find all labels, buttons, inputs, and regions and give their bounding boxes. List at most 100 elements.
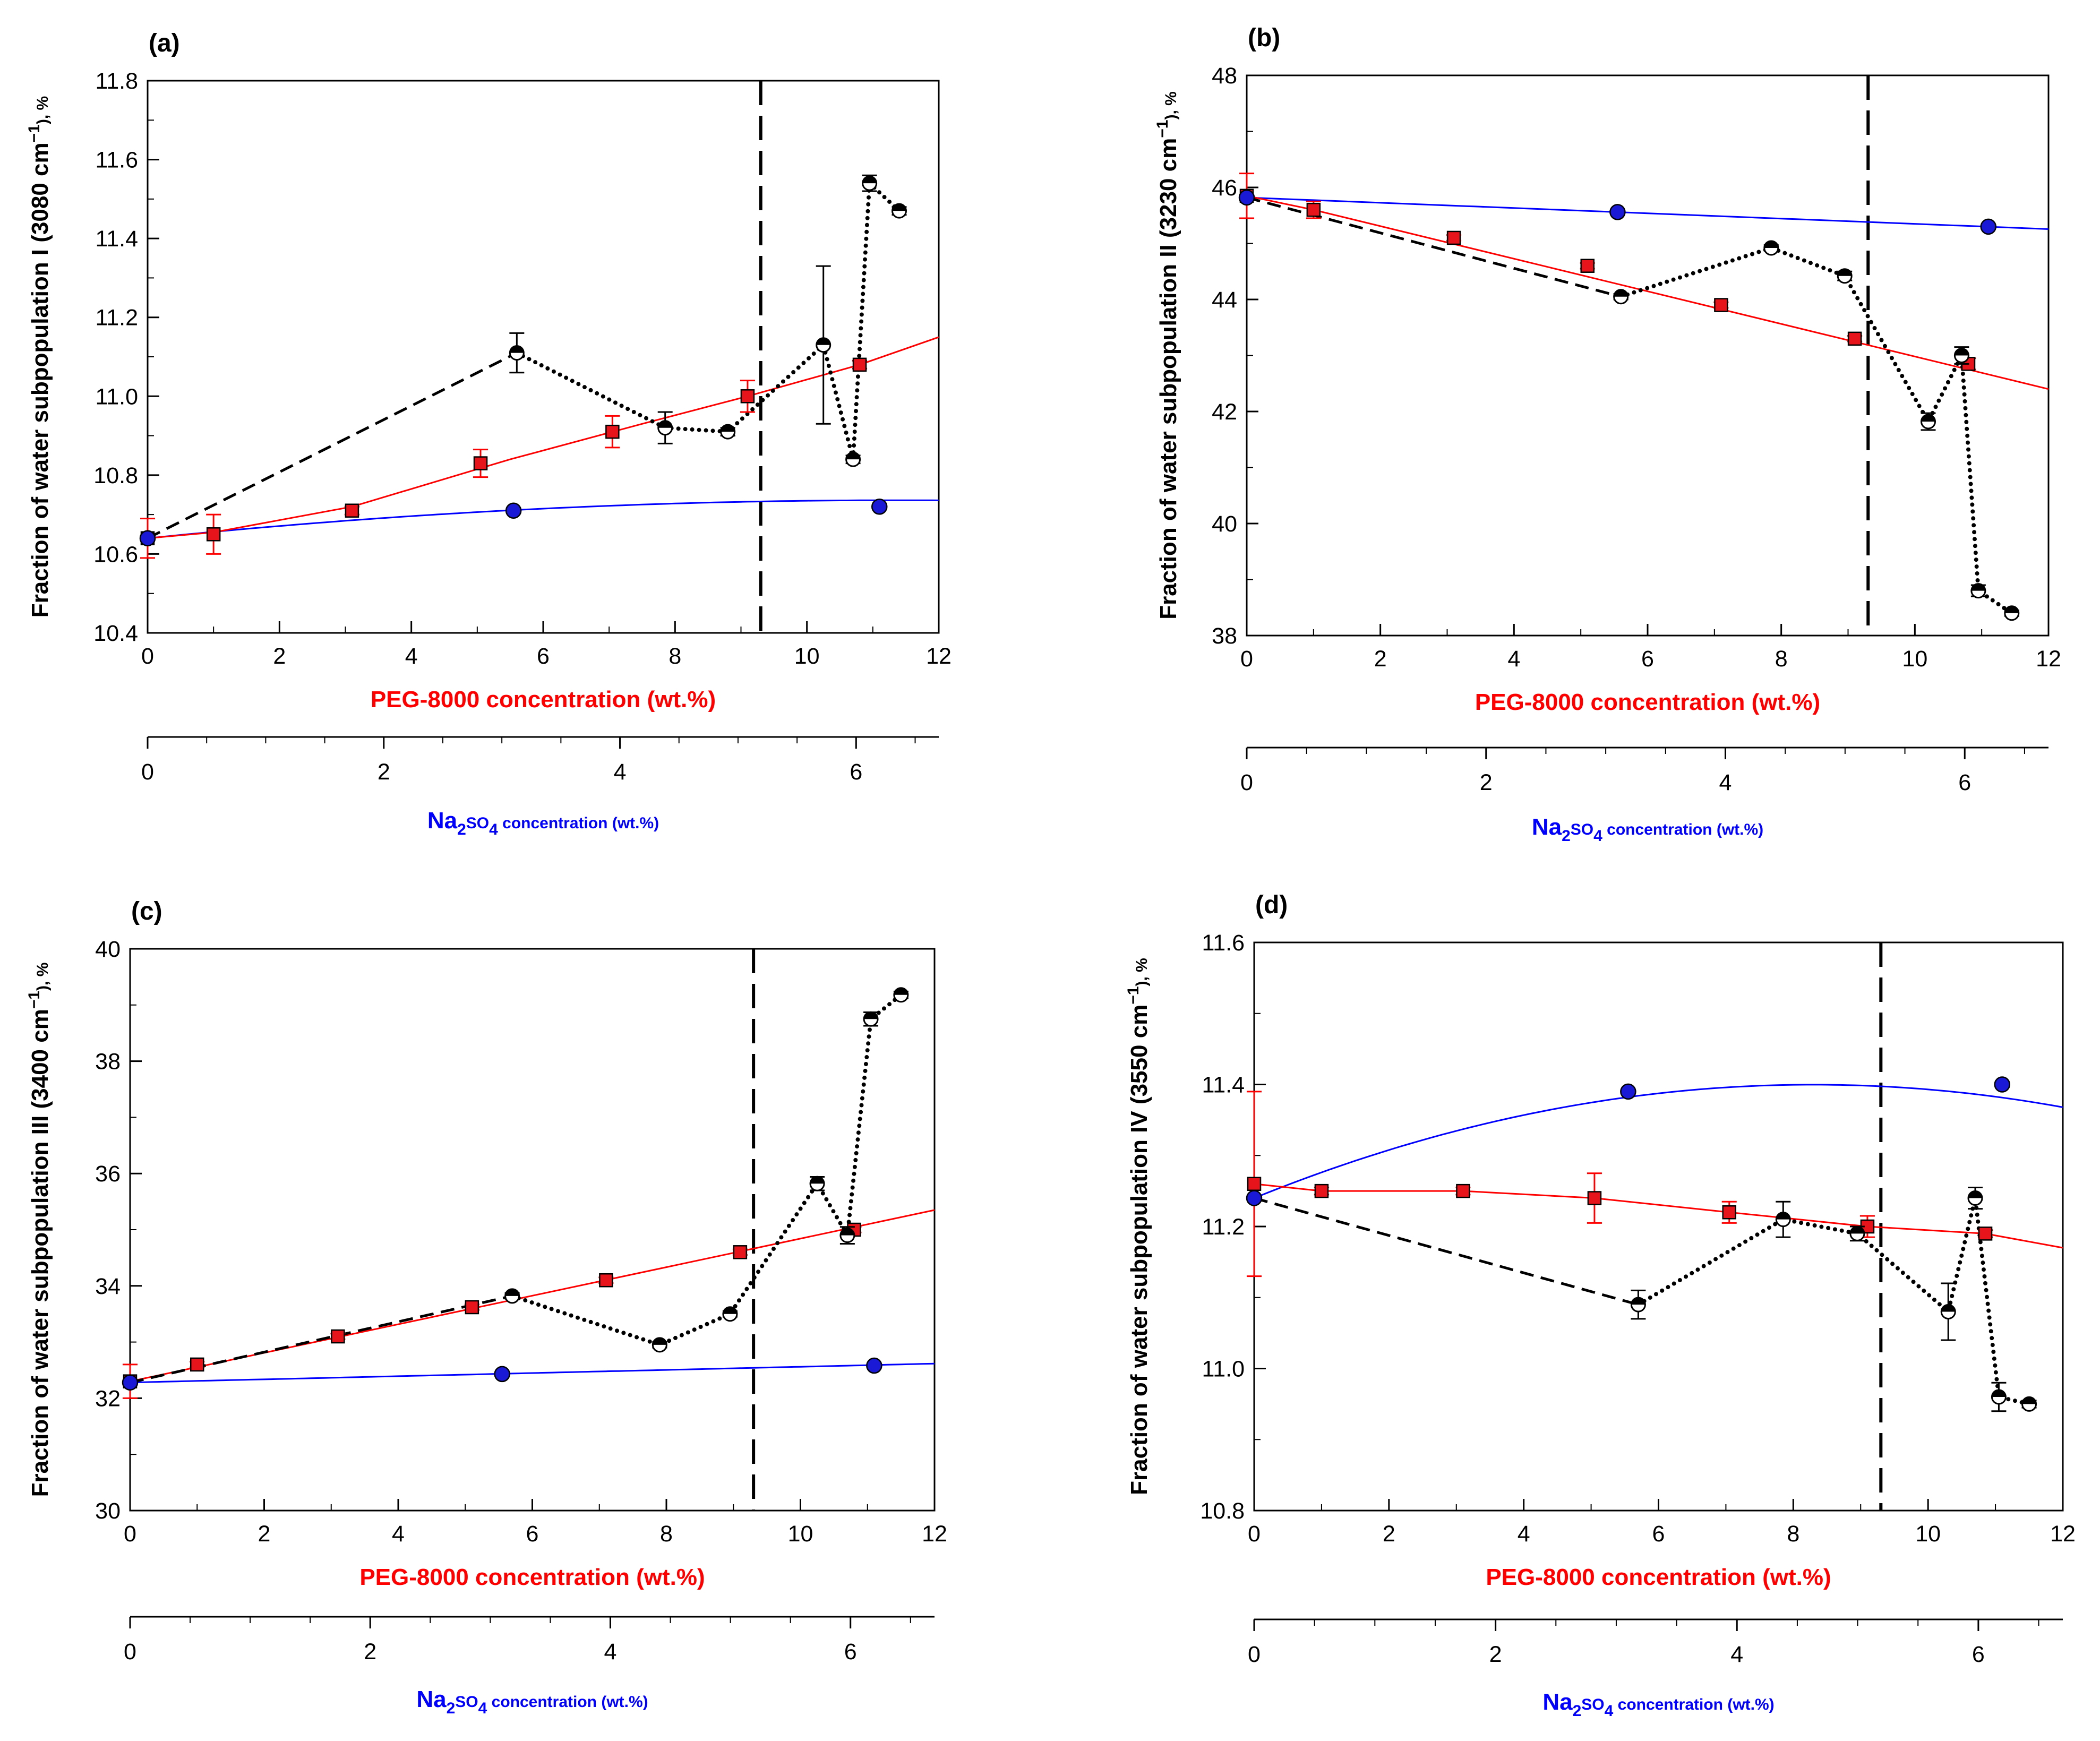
mixture-point (1849, 1225, 1865, 1241)
y-tick-label: 10.8 (93, 463, 138, 488)
mixture-point-fill (1992, 1390, 2006, 1397)
x2-axis-title-na2so4: Na2SO4 concentration (wt.%) (416, 1686, 648, 1717)
mixture-point-fill (816, 338, 830, 345)
y-axis-title-group: Fraction of water subpopulation I (3080 … (25, 96, 53, 618)
x-tick-label: 0 (141, 644, 154, 669)
mixture-dotted-line (510, 992, 903, 1348)
peg-point (1714, 298, 1728, 312)
x-tick-label: 2 (273, 644, 286, 669)
y-axis-title: Fraction of water subpopulation IV (3550… (1125, 958, 1152, 1495)
x2-tick-label: 4 (604, 1639, 617, 1665)
mixture-dotted-line (1618, 245, 2014, 615)
mixture-point (1630, 1297, 1646, 1313)
y-tick-label: 11.6 (96, 148, 139, 173)
mixture-point (652, 1337, 667, 1353)
mixture-point-fill (892, 204, 906, 211)
x2-tick-label: 0 (1248, 1642, 1261, 1667)
mixture-point (1940, 1304, 1956, 1319)
y-tick-label: 30 (95, 1498, 121, 1524)
mixture-point-fill (510, 346, 524, 353)
na2so4-point (866, 1357, 882, 1374)
mixture-point (1775, 1212, 1791, 1228)
x-tick-label: 8 (1775, 646, 1788, 672)
mixture-dashed-line (1246, 196, 1622, 298)
peg-point (1580, 259, 1595, 273)
peg-point (599, 1273, 613, 1288)
x-tick-label: 12 (926, 644, 952, 669)
y-axis-title-group: Fraction of water subpopulation III (340… (25, 963, 53, 1497)
na2so4-point (505, 502, 522, 519)
peg-point (1314, 1183, 1329, 1198)
x2-tick-label: 2 (1489, 1642, 1502, 1667)
mixture-point-fill (1850, 1227, 1864, 1234)
x-tick-label: 2 (1383, 1521, 1395, 1547)
mixture-point-fill (1631, 1298, 1645, 1305)
mixture-point-fill (653, 1337, 667, 1345)
peg-point (1446, 230, 1461, 245)
mixture-point (720, 424, 736, 440)
mixture-point-fill (840, 1228, 854, 1236)
x-tick-label: 4 (1507, 646, 1520, 672)
peg-point (1306, 202, 1321, 217)
x-tick-label: 8 (660, 1521, 673, 1547)
panel-a: (a) 10.4 10.6 10.8 11.0 11.2 11.4 11.6 11.8 0 2 4 6 8… (25, 29, 952, 838)
x-tick-label: 10 (1902, 646, 1927, 672)
mixture-point-fill (1764, 241, 1778, 248)
y-tick-label: 34 (95, 1274, 121, 1299)
na2so4-point (1246, 1190, 1263, 1206)
na2so4-fit-line (1254, 1084, 2063, 1199)
x-tick-label: 4 (392, 1521, 405, 1547)
peg-point (1722, 1205, 1737, 1220)
y-tick-label: 11.2 (96, 305, 139, 331)
mixture-point-fill (1941, 1305, 1956, 1312)
y-tick-label: 38 (95, 1049, 121, 1075)
na2so4-fit-line (147, 499, 939, 539)
y-tick-label: 42 (1212, 399, 1237, 425)
x-tick-label: 4 (1518, 1521, 1530, 1547)
mixture-point (2021, 1396, 2037, 1412)
mixture-point-fill (846, 452, 860, 460)
peg-point (206, 527, 221, 542)
peg-fit-line (147, 336, 939, 539)
x-axis-title-peg: PEG-8000 concentration (wt.%) (359, 1564, 705, 1590)
x2-tick-label: 2 (378, 759, 390, 785)
mixture-point-fill (723, 1307, 737, 1314)
mixture-dotted-line (515, 178, 902, 460)
mixture-point (862, 175, 878, 191)
mixture-point (2004, 605, 2020, 621)
peg-point (740, 389, 755, 404)
panel-label: (d) (1255, 891, 1288, 919)
na2so4-point (494, 1366, 510, 1383)
x2-tick-label: 2 (1480, 770, 1493, 795)
y-axis-title: Fraction of water subpopulation I (3080 … (25, 96, 53, 618)
mixture-point-fill (1971, 584, 1985, 591)
y-tick-label: 40 (1212, 511, 1237, 537)
plot-frame (1246, 74, 2050, 637)
na2so4-point (1609, 204, 1626, 220)
peg-point (733, 1245, 748, 1259)
peg-point (1978, 1227, 1993, 1241)
mixture-point (839, 1228, 855, 1243)
x2-tick-label: 6 (844, 1639, 857, 1665)
peg-fit-line (130, 1209, 935, 1383)
mixture-point (504, 1288, 520, 1304)
x-tick-label: 8 (1787, 1521, 1799, 1547)
peg-point (852, 357, 867, 372)
na2so4-point (1994, 1076, 2011, 1093)
peg-point (331, 1329, 345, 1344)
mixture-point (1921, 414, 1936, 430)
x2-tick-label: 2 (364, 1639, 376, 1665)
mixture-point (893, 987, 909, 1003)
na2so4-point (139, 530, 156, 546)
y-tick-label: 48 (1212, 63, 1237, 89)
y-tick-label: 10.4 (93, 621, 138, 646)
x-tick-label: 10 (788, 1521, 813, 1547)
mixture-point-fill (1921, 414, 1935, 422)
mixture-point-fill (810, 1177, 825, 1184)
y-tick-label: 10.8 (1200, 1498, 1245, 1524)
y-tick-label: 11.6 (1202, 930, 1245, 956)
mixture-point-fill (505, 1289, 519, 1296)
x-tick-label: 8 (668, 644, 681, 669)
